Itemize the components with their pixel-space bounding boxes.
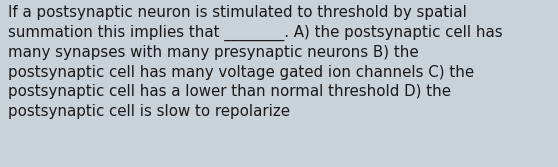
Text: If a postsynaptic neuron is stimulated to threshold by spatial
summation this im: If a postsynaptic neuron is stimulated t… — [8, 5, 503, 119]
